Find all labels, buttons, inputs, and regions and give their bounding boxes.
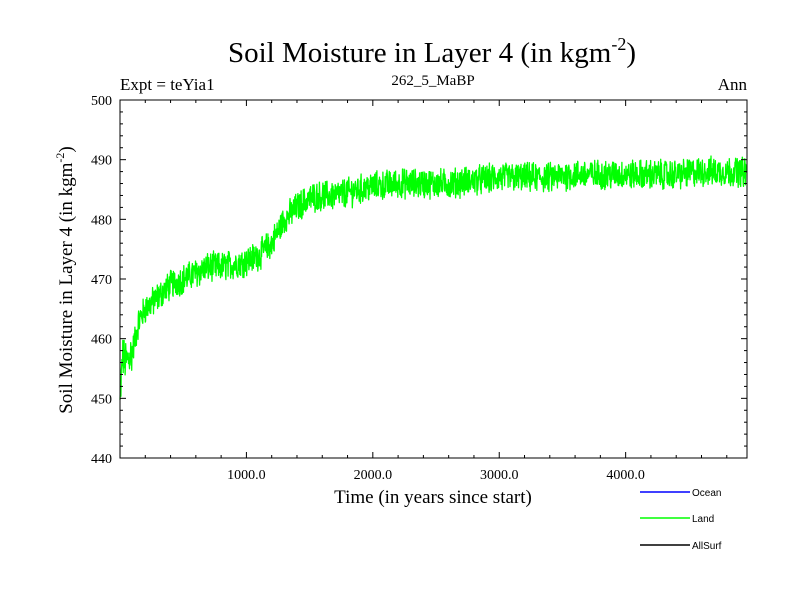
x-axis-label: Time (in years since start) bbox=[334, 487, 532, 508]
x-axis-ticks: 1000.0 2000.0 3000.0 4000.0 bbox=[144, 100, 728, 483]
y-tick-label: 500 bbox=[91, 94, 112, 109]
x-tick-label: 1000.0 bbox=[227, 468, 266, 483]
y-axis-label: Soil Moisture in Layer 4 (in kgm-2) bbox=[53, 146, 77, 414]
y-tick-label: 450 bbox=[91, 392, 112, 407]
series-layer bbox=[119, 155, 748, 400]
chart-title: Soil Moisture in Layer 4 (in kgm-2) bbox=[228, 34, 636, 69]
y-tick-label: 490 bbox=[91, 154, 112, 169]
y-tick-label: 480 bbox=[91, 213, 112, 228]
x-tick-label: 2000.0 bbox=[354, 468, 393, 483]
y-axis-ticks: 440 450 460 470 480 490 500 bbox=[91, 94, 747, 467]
legend-label-ocean: Ocean bbox=[692, 488, 721, 499]
legend: Ocean Land AllSurf bbox=[640, 488, 722, 552]
subtitle-right: Ann bbox=[718, 75, 748, 94]
x-tick-label: 4000.0 bbox=[606, 468, 645, 483]
y-tick-label: 440 bbox=[91, 452, 112, 467]
y-tick-label: 470 bbox=[91, 273, 112, 288]
legend-label-land: Land bbox=[692, 514, 714, 525]
y-tick-label: 460 bbox=[91, 333, 112, 348]
plot-frame bbox=[119, 99, 748, 459]
series-line-land bbox=[119, 155, 748, 400]
subtitle-center: 262_5_MaBP bbox=[391, 73, 474, 89]
legend-label-allsurf: AllSurf bbox=[692, 541, 722, 552]
x-tick-label: 3000.0 bbox=[480, 468, 519, 483]
subtitle-left: Expt = teYia1 bbox=[120, 75, 215, 94]
